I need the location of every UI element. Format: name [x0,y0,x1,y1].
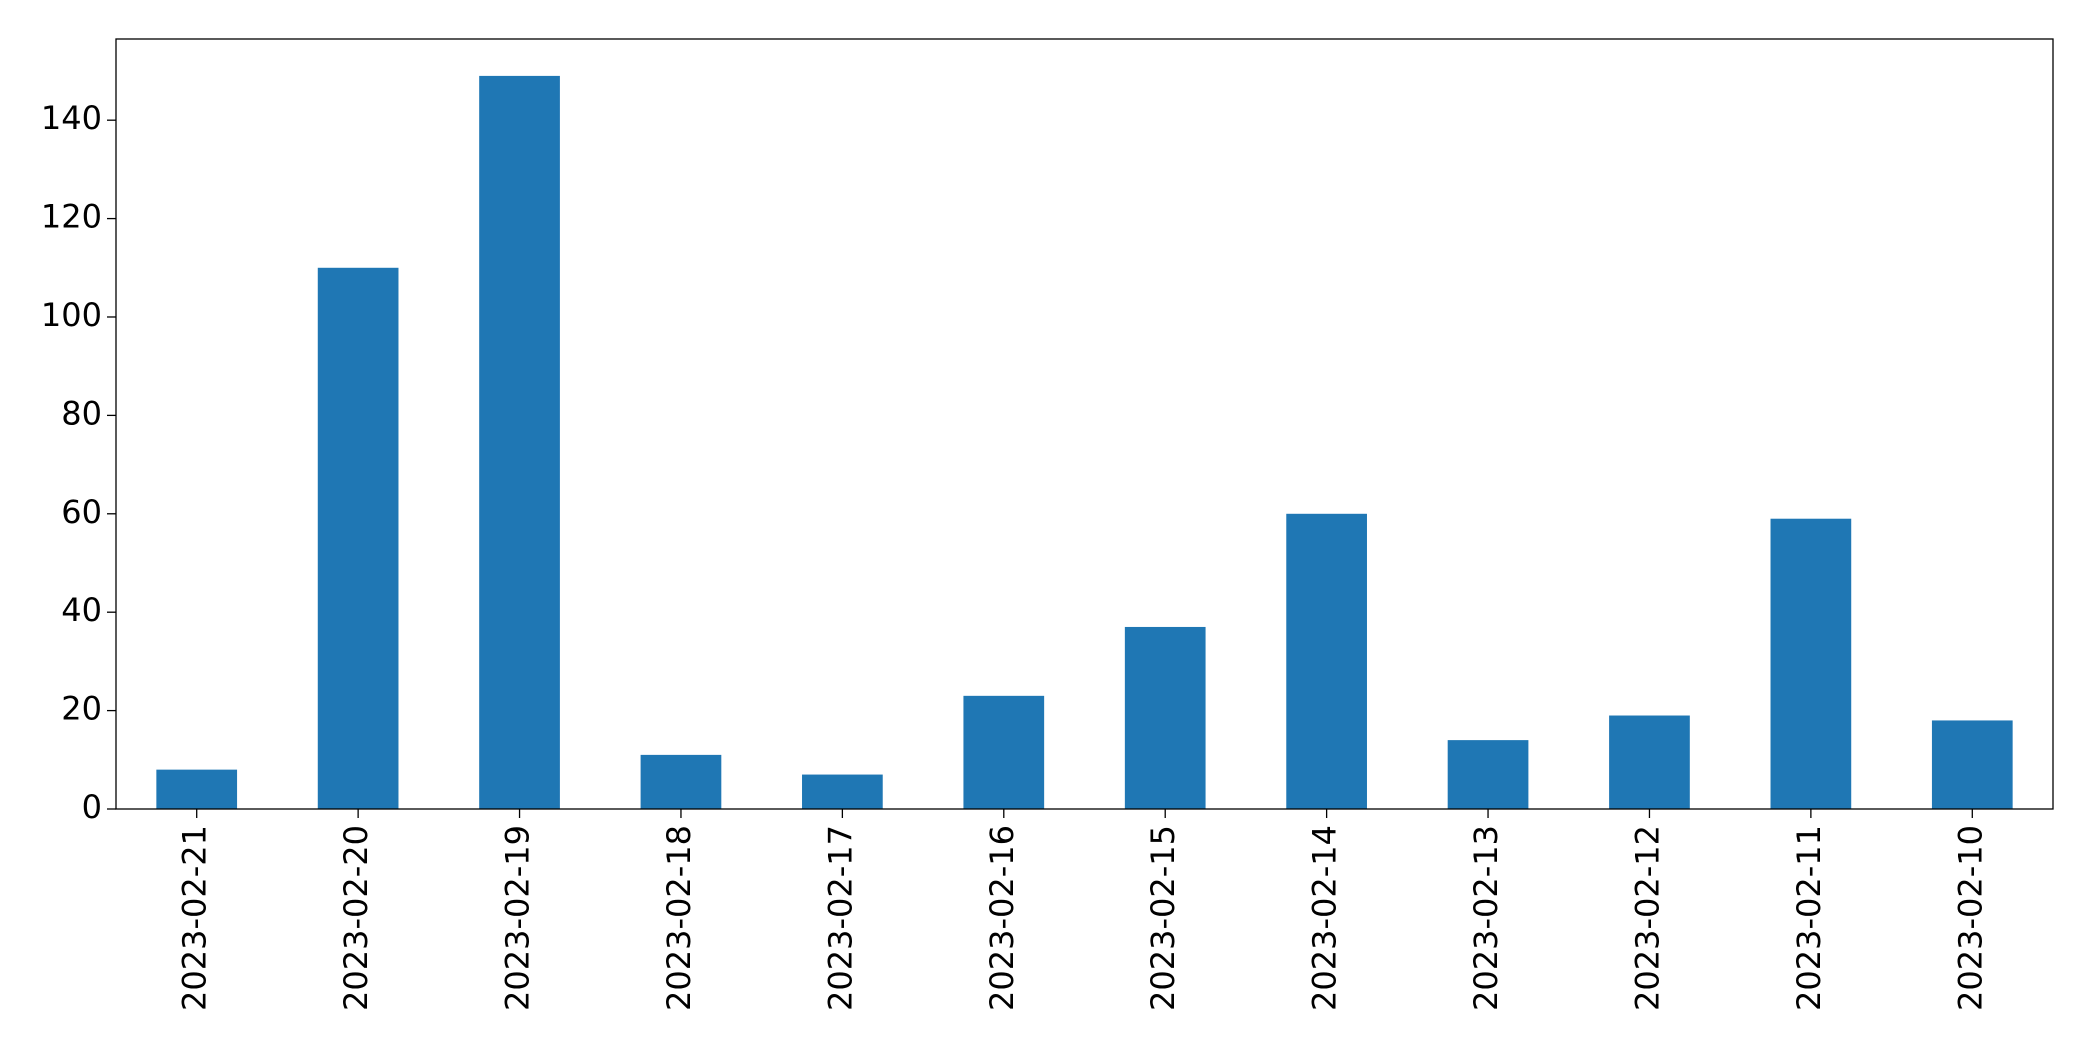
x-tick-label: 2023-02-19 [499,825,537,1011]
plot-frame [115,38,2054,810]
x-tick-label: 2023-02-15 [1144,825,1182,1011]
x-tick-label: 2023-02-11 [1790,825,1828,1011]
bar [1447,740,1529,809]
bar [317,267,399,809]
y-tick-label: 80 [61,394,102,432]
bar [1931,720,2013,809]
bar [1124,626,1206,809]
x-tick-label: 2023-02-13 [1467,825,1505,1011]
x-tick-label: 2023-02-17 [821,825,859,1011]
bar [640,754,722,809]
bar [156,769,238,809]
y-tick-label: 60 [61,493,102,531]
y-tick-label: 20 [61,690,102,728]
bar [1286,513,1367,809]
bar [479,75,560,810]
y-tick-label: 140 [41,99,102,137]
x-tick-label: 2023-02-18 [660,825,698,1011]
x-tick-label: 2023-02-20 [337,825,375,1011]
x-tick-label: 2023-02-21 [176,825,214,1011]
x-tick-label: 2023-02-16 [983,825,1021,1011]
y-tick-label: 120 [41,198,102,236]
y-tick-label: 0 [82,788,102,826]
bar [1770,518,1852,809]
bar [963,695,1045,809]
x-tick-label: 2023-02-10 [1951,825,1989,1011]
bar [802,774,883,809]
y-tick-label: 40 [61,591,102,629]
bar [1609,715,1690,809]
x-tick-label: 2023-02-12 [1628,825,1666,1011]
x-tick-label: 2023-02-14 [1306,825,1344,1011]
y-tick-label: 100 [41,296,102,334]
